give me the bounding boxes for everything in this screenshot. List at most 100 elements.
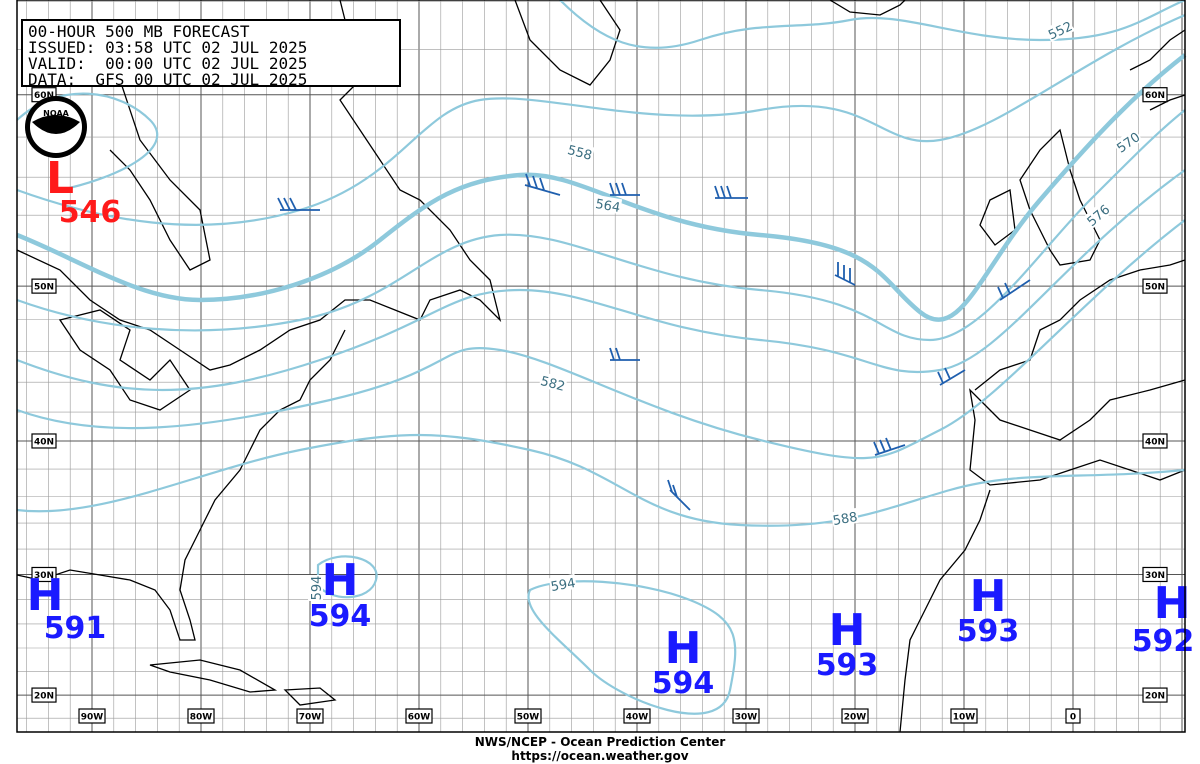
latitude-label-box (1142, 87, 1168, 103)
coast-greenland (514, 0, 621, 86)
logo-text: NOAA (43, 109, 69, 118)
center-value: 594 (652, 666, 715, 701)
wind-barb (714, 185, 748, 199)
coast-british-isles (979, 128, 1101, 266)
center-value: 594 (309, 599, 372, 634)
contour-label-bg (593, 194, 623, 215)
center-value: 591 (44, 611, 107, 646)
contour-label: 594 (310, 576, 325, 601)
longitude-label-box (623, 708, 651, 724)
height-contours (16, 0, 1187, 715)
center-symbol: H (322, 555, 359, 606)
latitude-label-box (31, 566, 57, 583)
contour (559, 0, 1186, 49)
contour (16, 109, 1186, 342)
latitude-label: 60N (34, 91, 54, 101)
coast-hudson (109, 79, 211, 271)
labels: 60N 60N 50N 50N 40N 40N 30N 30N 20N 20N 90W 80W 70W 6… (27, 17, 1195, 724)
latitude-label: 20N (1145, 692, 1165, 702)
coast-hispaniola (283, 687, 337, 706)
contour-label-bg (565, 140, 595, 163)
header-line: 00-HOUR 500 MB FORECAST (28, 22, 250, 41)
longitude-label: 50W (517, 713, 540, 723)
longitude-label-box (78, 708, 106, 724)
longitude-label: 10W (953, 713, 976, 723)
coastlines (16, 0, 1186, 733)
longitude-label: 0 (1070, 713, 1076, 723)
coast-scandinavia (1129, 29, 1186, 111)
latitude-label: 40N (34, 437, 54, 447)
longitude-label: 90W (81, 713, 104, 723)
longitude-label: 40W (626, 713, 649, 723)
center-symbol: H (829, 605, 866, 656)
longitude-label-box (1065, 708, 1081, 724)
contour-label-bg (308, 575, 323, 601)
longitude-label: 60W (408, 713, 431, 723)
contour (16, 53, 1187, 322)
footer-agency: NWS/NCEP - Ocean Prediction Center (475, 735, 726, 749)
longitude-label-box (841, 708, 869, 724)
contour (316, 555, 378, 599)
center-value: 546 (59, 195, 122, 230)
latitude-label: 30N (1145, 571, 1165, 581)
map-frame (16, 0, 1186, 733)
center-symbol: H (27, 570, 64, 621)
contour (16, 219, 1186, 460)
coast-us-east (16, 329, 346, 641)
wind-barb (609, 347, 640, 361)
coast-france (974, 259, 1186, 391)
longitude-label-box (514, 708, 542, 724)
center-symbol: H (665, 623, 702, 674)
latitude-label-box (31, 433, 57, 449)
contour-label-bg (1044, 17, 1075, 42)
contour-label-bg (538, 371, 568, 394)
wind-barb (667, 479, 691, 511)
latitude-label: 60N (1145, 91, 1165, 101)
noaa-logo: NOAA (25, 96, 87, 158)
center-symbol: L (46, 153, 74, 204)
contour-label-bg (548, 573, 578, 594)
contour-label: 588 (832, 510, 859, 529)
center-value: 592 (1132, 624, 1195, 659)
wind-barb (937, 367, 966, 386)
latitude-label: 50N (1145, 283, 1165, 293)
contour-label: 582 (539, 374, 567, 395)
wind-barb (609, 182, 640, 196)
latitude-label: 30N (34, 571, 54, 581)
center-value: 593 (816, 648, 879, 683)
contour-label-bg (1112, 127, 1143, 156)
longitude-label-box (296, 708, 324, 724)
latitude-label-box (31, 687, 57, 703)
center-symbol: H (970, 571, 1007, 622)
header-box (21, 19, 401, 87)
longitude-label-box (187, 708, 215, 724)
footer-url: https://ocean.weather.gov (511, 749, 688, 763)
coast-cuba (149, 659, 278, 693)
wind-barb (873, 437, 906, 456)
wind-barb (997, 279, 1031, 301)
header-line: ISSUED: 03:58 UTC 02 JUL 2025 (28, 38, 307, 57)
latitude-label-box (1142, 278, 1168, 294)
latitude-label: 20N (34, 692, 54, 702)
coast-iceland (829, 0, 906, 16)
latitude-label-box (31, 278, 57, 294)
contour-label: 564 (594, 197, 621, 216)
contour (527, 580, 737, 715)
latitude-label: 40N (1145, 437, 1165, 447)
latitude-label-box (1142, 687, 1168, 703)
longitude-label-box (950, 708, 978, 724)
wind-barb (277, 197, 320, 211)
coast-north-america (16, 0, 502, 371)
contour (16, 92, 159, 192)
wind-barb (834, 262, 856, 286)
logo-bird (32, 115, 80, 134)
coast-africa (899, 489, 991, 733)
header-line: DATA: GFS 00 UTC 02 JUL 2025 (28, 70, 307, 89)
latitude-label-box (1142, 433, 1168, 449)
contour (16, 433, 1186, 527)
latitude-label: 50N (34, 283, 54, 293)
coast-europe (969, 379, 1186, 486)
longitude-label-box (732, 708, 760, 724)
contour-label-bg (830, 507, 860, 528)
